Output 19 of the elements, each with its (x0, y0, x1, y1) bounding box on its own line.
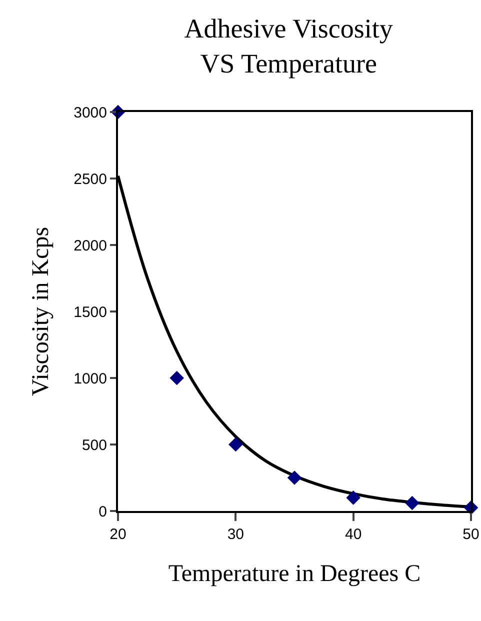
x-tick-label: 20 (110, 526, 126, 543)
chart-title: Adhesive Viscosity VS Temperature (184, 13, 394, 78)
y-axis-title: Viscosity in Kcps (28, 226, 54, 396)
y-tick-label: 3000 (74, 104, 107, 122)
y-tick-label: 2500 (74, 170, 107, 188)
point (405, 496, 420, 510)
y-tick-label: 1000 (74, 370, 107, 388)
y-tick-label: 500 (82, 436, 107, 454)
point (287, 470, 302, 485)
x-axis-title: Temperature in Degrees C (168, 560, 421, 587)
point (170, 370, 184, 386)
point (346, 490, 360, 505)
x-tick-label: 30 (227, 526, 244, 543)
y-tick-label: 2000 (74, 237, 107, 254)
x-tick-label: 50 (462, 526, 480, 543)
point (228, 437, 243, 452)
y-tick-label: 0 (98, 503, 107, 520)
x-tick-label: 40 (344, 526, 362, 543)
y-tick-label: 1500 (74, 304, 107, 321)
